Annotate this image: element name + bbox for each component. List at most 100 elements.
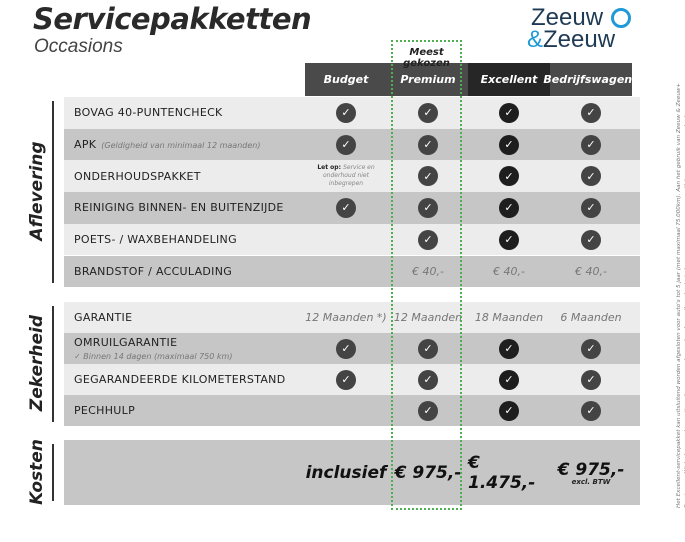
cell-excellent: ✓	[468, 224, 550, 256]
price-value: € 1.475,-	[468, 453, 550, 493]
table-row: PECHHULP✓✓✓	[64, 395, 640, 426]
table-row: APK (Geldigheid van minimaal 12 maanden) ✓…	[64, 129, 640, 161]
row-label-text: POETS- / WAXBEHANDELING	[74, 233, 237, 246]
note-text: Let op: Service en onderhoud niet inbegr…	[305, 164, 387, 188]
cell-bedrijfswagens: ✓	[550, 160, 632, 192]
check-icon: ✓	[499, 401, 519, 421]
row-label: BOVAG 40-PUNTENCHECK	[74, 106, 223, 119]
check-icon: ✓	[581, 198, 601, 218]
section-label: Kosten	[27, 402, 47, 542]
check-icon: ✓	[336, 370, 356, 390]
cell-bedrijfswagens: ✓	[550, 224, 632, 256]
logo-text-2b: Zeeuw	[543, 26, 615, 53]
cell-budget: ✓	[305, 97, 387, 129]
table-row: GARANTIE 12 Maanden *) 12 Maanden 18 Maande…	[64, 302, 640, 333]
cell-excellent: 18 Maanden	[468, 302, 550, 333]
row-label: APK (Geldigheid van minimaal 12 maanden)	[74, 138, 260, 151]
check-icon: ✓	[581, 135, 601, 155]
logo-z-icon	[611, 8, 631, 28]
cell-premium: ✓	[387, 364, 469, 395]
cell-excellent: € 40,-	[468, 256, 550, 288]
price-value: € 975,-	[558, 460, 625, 480]
check-icon: ✓	[418, 339, 438, 359]
footnote: Het Excellent-servicepakket kan uitsluit…	[676, 58, 685, 508]
row-label-text: ONDERHOUDSPAKKET	[74, 170, 201, 183]
check-icon: ✓	[336, 103, 356, 123]
table-row: OMRUILGARANTIE ✓ Binnen 14 dagen (maximaa…	[64, 333, 640, 364]
price-excellent: € 1.475,-	[468, 440, 550, 505]
section-label: Aflevering	[27, 121, 47, 261]
check-icon: ✓	[499, 230, 519, 250]
check-icon: ✓	[581, 103, 601, 123]
row-label-text: GEGARANDEERDE KILOMETERSTAND	[74, 373, 285, 386]
cell-bedrijfswagens: ✓	[550, 192, 632, 224]
cell-budget: ✓	[305, 129, 387, 161]
check-icon: ✓	[418, 230, 438, 250]
price-value: inclusief	[306, 463, 387, 483]
price-note: excl. BTW	[572, 478, 611, 486]
check-icon: ✓	[499, 103, 519, 123]
cell-premium: ✓	[387, 129, 469, 161]
column-header-excellent: Excellent	[468, 63, 550, 96]
page-subtitle: Occasions	[34, 36, 123, 58]
section-divider	[52, 444, 54, 501]
cell-value: 12 Maanden	[394, 311, 462, 324]
row-label-text: BRANDSTOF / ACCULADING	[74, 265, 232, 278]
row-label-text: PECHHULP	[74, 404, 135, 417]
check-icon: ✓	[418, 166, 438, 186]
check-icon: ✓	[418, 370, 438, 390]
cell-excellent: ✓	[468, 333, 550, 364]
section-divider	[52, 101, 54, 283]
cell-budget	[305, 224, 387, 256]
cell-budget: Let op: Service en onderhoud niet inbegr…	[305, 160, 387, 192]
cell-bedrijfswagens: € 40,-	[550, 256, 632, 288]
check-icon: ✓	[581, 166, 601, 186]
row-label-text: OMRUILGARANTIE	[74, 336, 177, 349]
cell-budget	[305, 256, 387, 288]
row-label: GARANTIE	[74, 311, 132, 324]
row-sublabel: ✓ Binnen 14 dagen (maximaal 750 km)	[74, 352, 232, 361]
check-icon: ✓	[581, 230, 601, 250]
cell-bedrijfswagens: ✓	[550, 129, 632, 161]
check-icon: ✓	[499, 339, 519, 359]
cell-budget: ✓	[305, 192, 387, 224]
cell-bedrijfswagens: ✓	[550, 333, 632, 364]
column-header-budget: Budget	[305, 63, 387, 96]
check-icon: ✓	[418, 103, 438, 123]
note-bold: Let op:	[317, 164, 343, 171]
check-icon: ✓	[499, 166, 519, 186]
price-budget: inclusief	[305, 440, 387, 505]
logo-amp: &	[527, 26, 543, 53]
price-bedrijfswagens: € 975,-excl. BTW	[550, 440, 632, 505]
row-label-text: REINIGING BINNEN- EN BUITENZIJDE	[74, 201, 284, 214]
cell-value: 12 Maanden *)	[305, 311, 386, 324]
row-label-text: APK	[74, 138, 96, 151]
check-icon: ✓	[581, 370, 601, 390]
cell-value: 6 Maanden	[560, 311, 621, 324]
check-icon: ✓	[581, 401, 601, 421]
table-row: GEGARANDEERDE KILOMETERSTAND ✓ ✓ ✓ ✓	[64, 364, 640, 395]
row-label: POETS- / WAXBEHANDELING	[74, 233, 237, 246]
cell-budget	[305, 395, 387, 426]
table-row: ONDERHOUDSPAKKET Let op: Service en onder…	[64, 160, 640, 192]
cell-value: € 40,-	[412, 265, 444, 278]
row-label: GEGARANDEERDE KILOMETERSTAND	[74, 373, 285, 386]
logo: Zeeuw &Zeeuw	[527, 4, 637, 54]
cell-premium: ✓	[387, 160, 469, 192]
cell-bedrijfswagens: ✓	[550, 364, 632, 395]
cell-value: € 40,-	[493, 265, 525, 278]
cell-excellent: ✓	[468, 192, 550, 224]
logo-text-2: &Zeeuw	[527, 26, 615, 54]
check-icon: ✓	[499, 370, 519, 390]
cell-value: 18 Maanden	[475, 311, 543, 324]
cell-bedrijfswagens: ✓	[550, 97, 632, 129]
cell-excellent: ✓	[468, 97, 550, 129]
row-sublabel: (Geldigheid van minimaal 12 maanden)	[101, 141, 260, 150]
table-row: POETS- / WAXBEHANDELING ✓ ✓ ✓	[64, 224, 640, 256]
check-icon: ✓	[418, 135, 438, 155]
table-row: BOVAG 40-PUNTENCHECK ✓ ✓ ✓ ✓	[64, 97, 640, 129]
cell-excellent: ✓	[468, 129, 550, 161]
column-header-bedrijfswagens: Bedrijfswagens	[550, 63, 632, 96]
row-label: REINIGING BINNEN- EN BUITENZIJDE	[74, 201, 284, 214]
cell-bedrijfswagens: ✓	[550, 395, 632, 426]
